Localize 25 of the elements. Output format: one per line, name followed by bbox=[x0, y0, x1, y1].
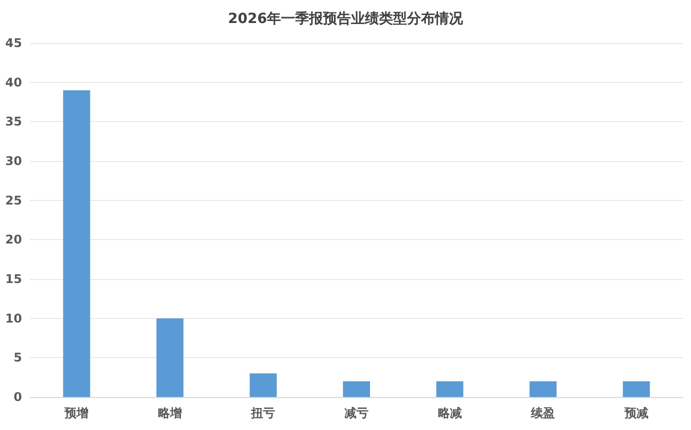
x-tick-label: 略增 bbox=[158, 406, 182, 420]
x-tick-label: 预增 bbox=[64, 406, 89, 420]
y-tick-label: 40 bbox=[5, 75, 22, 90]
y-tick-label: 5 bbox=[14, 350, 22, 365]
chart-title: 2026年一季报预告业绩类型分布情况 bbox=[228, 10, 464, 27]
y-tick-label: 20 bbox=[5, 232, 22, 247]
x-tick-label: 扭亏 bbox=[250, 406, 276, 420]
y-tick-label: 45 bbox=[5, 36, 22, 50]
bar bbox=[156, 318, 184, 397]
bar bbox=[63, 90, 90, 397]
x-tick-label: 续盈 bbox=[530, 406, 556, 420]
x-tick-label: 略减 bbox=[438, 406, 462, 420]
y-tick-label: 0 bbox=[14, 390, 22, 404]
y-tick-label: 30 bbox=[5, 154, 22, 168]
y-tick-label: 25 bbox=[5, 193, 22, 208]
bar bbox=[436, 381, 464, 397]
y-tick-label: 35 bbox=[5, 114, 22, 129]
bar bbox=[342, 381, 370, 397]
bar bbox=[250, 373, 277, 397]
bar bbox=[622, 381, 650, 397]
y-tick-label: 15 bbox=[5, 272, 22, 286]
y-tick-label: 10 bbox=[5, 311, 22, 326]
bar bbox=[530, 381, 557, 397]
x-tick-label: 减亏 bbox=[344, 406, 368, 420]
x-tick-label: 预减 bbox=[623, 406, 648, 420]
